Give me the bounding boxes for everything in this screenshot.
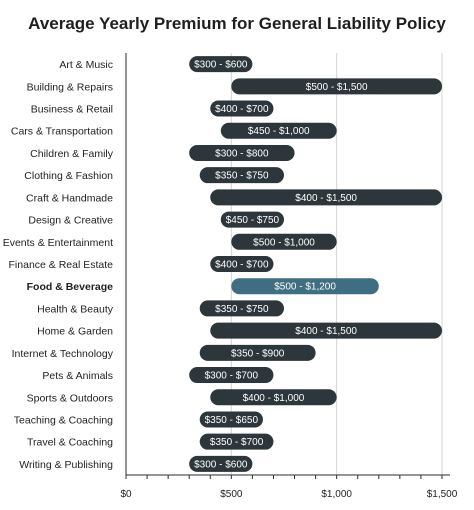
range-bar xyxy=(189,367,274,384)
category-label: Pets & Animals xyxy=(42,370,113,382)
range-bar xyxy=(189,144,295,161)
category-label: Cars & Transportation xyxy=(11,126,113,138)
category-label: Clothing & Fashion xyxy=(24,170,113,182)
range-bar xyxy=(220,122,337,139)
category-label: Events & Entertainment xyxy=(3,237,113,249)
bar-value-label: $350 - $750 xyxy=(215,171,269,182)
bar-value-label: $500 - $1,500 xyxy=(306,82,368,93)
bar-value-label: $400 - $1,500 xyxy=(295,193,357,204)
bar-value-label: $400 - $700 xyxy=(215,104,269,115)
category-label: Teaching & Coaching xyxy=(14,414,113,426)
bar-value-label: $300 - $800 xyxy=(215,148,269,159)
x-tick-label: $1,000 xyxy=(321,489,352,500)
range-bar xyxy=(231,233,337,250)
bar-value-label: $400 - $700 xyxy=(215,260,269,271)
bar-value-label: $350 - $750 xyxy=(215,304,269,315)
bar-value-label: $450 - $750 xyxy=(226,215,280,226)
range-bar xyxy=(199,344,316,361)
x-tick-label: $500 xyxy=(220,489,243,500)
range-bar xyxy=(220,211,284,228)
range-bar xyxy=(189,56,253,73)
category-label: Health & Beauty xyxy=(37,303,114,315)
range-bar xyxy=(199,167,284,184)
range-bar xyxy=(210,322,442,339)
range-bar xyxy=(231,78,442,95)
x-tick-label: $0 xyxy=(120,489,132,500)
category-label: Home & Garden xyxy=(37,326,113,338)
bar-value-label: $400 - $1,000 xyxy=(243,393,305,404)
category-label: Travel & Coaching xyxy=(27,437,113,449)
chart-title: Average Yearly Premium for General Liabi… xyxy=(28,14,446,33)
range-bar xyxy=(189,455,253,472)
x-tick-label: $1,500 xyxy=(427,489,458,500)
bar-value-label: $350 - $900 xyxy=(231,348,285,359)
bar-value-label: $300 - $600 xyxy=(194,459,248,470)
category-label: Food & Beverage xyxy=(27,281,114,293)
range-bar xyxy=(210,100,274,117)
range-bar xyxy=(199,433,274,450)
category-label: Craft & Handmade xyxy=(26,192,113,204)
bar-value-label: $450 - $1,000 xyxy=(248,126,310,137)
category-label: Internet & Technology xyxy=(12,348,114,360)
category-label: Children & Family xyxy=(30,148,114,160)
category-label: Business & Retail xyxy=(31,104,113,116)
bar-value-label: $350 - $700 xyxy=(210,437,264,448)
category-label: Building & Repairs xyxy=(27,81,113,93)
category-label: Writing & Publishing xyxy=(19,459,113,471)
category-label: Sports & Outdoors xyxy=(27,392,113,404)
bar-value-label: $300 - $600 xyxy=(194,60,248,71)
bar-value-label: $300 - $700 xyxy=(205,371,259,382)
category-label: Design & Creative xyxy=(28,215,113,227)
bar-value-label: $400 - $1,500 xyxy=(295,326,357,337)
range-bar xyxy=(199,411,263,428)
category-label: Art & Music xyxy=(59,59,113,71)
bar-value-label: $350 - $650 xyxy=(205,415,259,426)
range-bar xyxy=(210,189,442,206)
range-bar xyxy=(199,300,284,317)
range-bar xyxy=(231,278,379,295)
range-bar xyxy=(210,256,274,272)
category-label: Finance & Real Estate xyxy=(9,259,114,271)
bar-value-label: $500 - $1,200 xyxy=(274,282,336,293)
range-bar xyxy=(210,389,337,406)
bar-value-label: $500 - $1,000 xyxy=(253,237,315,248)
